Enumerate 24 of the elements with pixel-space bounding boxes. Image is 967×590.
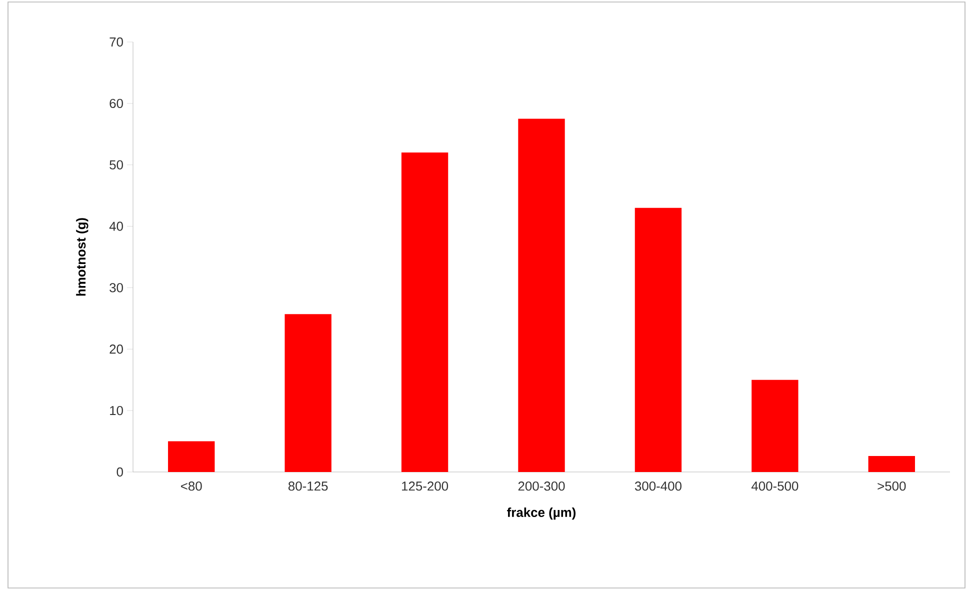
x-axis-title: frakce (µm) — [507, 508, 576, 520]
x-tick-label: 300-400 — [634, 482, 682, 491]
bar — [752, 380, 798, 472]
y-tick-label: 10 — [110, 406, 123, 416]
x-tick-label: 200-300 — [518, 482, 565, 491]
y-tick-label: 20 — [110, 344, 123, 354]
bar — [868, 456, 915, 472]
bar — [168, 441, 215, 472]
y-tick-label: 50 — [110, 160, 123, 170]
bar — [634, 208, 682, 472]
y-tick-label: 0 — [116, 467, 123, 477]
y-tick-label: 30 — [110, 283, 123, 292]
x-tick-label: <80 — [181, 482, 202, 491]
y-tick-label: 70 — [110, 37, 123, 47]
x-tick-label: >500 — [878, 482, 906, 491]
bar — [401, 152, 448, 472]
bar — [518, 118, 565, 472]
y-tick-label: 60 — [110, 98, 123, 108]
x-tick-label: 400-500 — [751, 482, 798, 491]
x-tick-label: 125-200 — [402, 482, 448, 491]
y-axis-title: hmotnost (g) — [76, 218, 88, 296]
y-tick-label: 40 — [109, 222, 123, 231]
x-tick-label: 80-125 — [288, 482, 328, 491]
bar — [284, 314, 332, 472]
